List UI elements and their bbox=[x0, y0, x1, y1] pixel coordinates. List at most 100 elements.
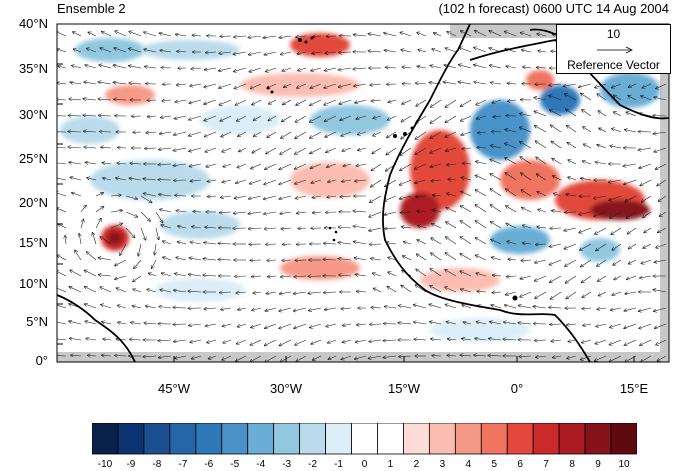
wind-vector-arrow bbox=[505, 305, 517, 309]
wind-vector-arrow bbox=[338, 242, 352, 244]
wind-vector-arrow bbox=[83, 131, 97, 132]
wind-vector-arrow bbox=[582, 110, 592, 117]
wind-vector-arrow bbox=[189, 163, 202, 166]
wind-vector-arrow bbox=[234, 36, 247, 37]
wind-vector-arrow bbox=[281, 228, 292, 229]
wind-vector-arrow bbox=[444, 65, 457, 69]
wind-vector-arrow bbox=[237, 115, 247, 121]
colorbar-swatch bbox=[92, 423, 119, 455]
wind-vector-arrow bbox=[203, 259, 217, 260]
wind-vector-arrow bbox=[147, 289, 157, 293]
wind-vector-arrow bbox=[102, 355, 112, 356]
wind-vector-arrow bbox=[608, 179, 622, 182]
colorbar-swatch bbox=[584, 423, 612, 455]
wind-vector-arrow bbox=[490, 189, 502, 197]
wind-vector-arrow bbox=[57, 208, 67, 213]
wind-vector-arrow bbox=[267, 131, 277, 137]
wind-vector-arrow bbox=[268, 276, 277, 277]
wind-vector-arrow bbox=[564, 227, 577, 231]
wind-vector-arrow bbox=[162, 100, 172, 101]
wind-vector-arrow bbox=[551, 340, 562, 341]
wind-vector-arrow bbox=[432, 49, 442, 53]
wind-vector-arrow bbox=[57, 304, 67, 309]
wind-vector-arrow bbox=[537, 174, 547, 181]
wind-vector-arrow bbox=[430, 115, 442, 123]
wind-vector-arrow bbox=[129, 83, 142, 84]
wind-vector-arrow bbox=[249, 179, 262, 184]
wind-vector-arrow bbox=[385, 228, 397, 229]
wind-vector-arrow bbox=[433, 195, 442, 196]
wind-vector-arrow bbox=[223, 163, 232, 167]
wind-vector-arrow bbox=[253, 115, 262, 120]
reference-vector-magnitude: 10 bbox=[606, 27, 621, 41]
wind-vector-arrow bbox=[462, 339, 472, 340]
wind-vector-arrow bbox=[267, 260, 277, 261]
wind-vector-arrow bbox=[144, 323, 157, 324]
wind-vector-arrow bbox=[72, 66, 82, 69]
wind-vector-arrow bbox=[205, 147, 217, 152]
colorbar-label: -3 bbox=[282, 459, 292, 470]
wind-vector-arrow bbox=[328, 339, 337, 343]
wind-vector-arrow bbox=[371, 179, 382, 187]
wind-vector-arrow bbox=[159, 148, 172, 150]
wind-vector-arrow bbox=[174, 115, 187, 119]
wind-vector-arrow bbox=[459, 48, 472, 53]
wind-vector-arrow bbox=[235, 276, 247, 277]
wind-vector-arrow bbox=[219, 67, 232, 71]
wind-vector-arrow bbox=[610, 211, 622, 218]
wind-vector-arrow bbox=[534, 111, 547, 117]
wind-vector-arrow bbox=[296, 195, 307, 199]
wind-vector-arrow bbox=[611, 227, 622, 235]
wind-vector-arrow bbox=[234, 83, 247, 89]
wind-vector-arrow bbox=[298, 228, 307, 229]
wind-vector-arrow bbox=[266, 147, 277, 154]
wind-vector-arrow bbox=[596, 323, 607, 327]
wind-vector-arrow bbox=[266, 244, 277, 245]
wind-vector-arrow bbox=[191, 68, 202, 69]
wind-vector-arrow bbox=[294, 163, 307, 169]
wind-vector-arrow bbox=[446, 208, 457, 213]
wind-vector-arrow bbox=[143, 193, 157, 197]
colorbar-swatch bbox=[506, 423, 534, 455]
wind-vector-arrow bbox=[152, 259, 157, 268]
wind-vector-arrow bbox=[504, 31, 517, 37]
wind-vector-arrow bbox=[388, 272, 397, 277]
wind-vector-arrow bbox=[308, 276, 322, 277]
wind-vector-arrow bbox=[95, 218, 101, 229]
wind-vector-arrow bbox=[416, 269, 427, 277]
wind-vector-arrow bbox=[341, 355, 352, 360]
wind-vector-arrow bbox=[462, 148, 472, 149]
wind-vector-arrow bbox=[324, 83, 337, 88]
wind-vector-arrow bbox=[491, 257, 502, 261]
wind-vector-arrow bbox=[339, 52, 352, 53]
wind-vector-arrow bbox=[431, 253, 442, 261]
wind-vector-arrow bbox=[92, 233, 97, 245]
wind-vector-arrow bbox=[595, 83, 607, 88]
wind-vector-arrow bbox=[550, 291, 562, 299]
wind-vector-arrow bbox=[297, 212, 307, 213]
wind-vector-arrow bbox=[160, 290, 172, 293]
wind-vector-arrow bbox=[460, 221, 472, 229]
wind-vector-arrow bbox=[642, 83, 652, 88]
wind-vector-arrow bbox=[251, 323, 262, 328]
wind-vector-arrow bbox=[354, 83, 367, 86]
wind-vector-arrow bbox=[219, 99, 232, 105]
wind-vector-arrow bbox=[563, 83, 577, 86]
wind-vector-arrow bbox=[416, 196, 427, 197]
wind-vector-arrow bbox=[627, 275, 637, 279]
wind-vector-arrow bbox=[518, 305, 532, 309]
wind-vector-arrow bbox=[219, 292, 232, 293]
wind-vector-arrow bbox=[609, 195, 622, 201]
colorbar-swatch bbox=[610, 423, 637, 455]
wind-vector-arrow bbox=[599, 128, 607, 133]
wind-vector-arrow bbox=[550, 125, 562, 133]
wind-vector-arrow bbox=[177, 242, 187, 245]
colorbar-swatch bbox=[351, 423, 378, 455]
wind-vector-arrow bbox=[434, 33, 442, 37]
wind-vector-arrow bbox=[475, 190, 487, 197]
wind-vector-arrow bbox=[418, 50, 427, 53]
lat-label: 15°N bbox=[18, 235, 48, 250]
wind-vector-arrow bbox=[174, 340, 187, 342]
wind-vector-arrow bbox=[238, 131, 247, 136]
wind-vector-arrow bbox=[611, 83, 622, 88]
